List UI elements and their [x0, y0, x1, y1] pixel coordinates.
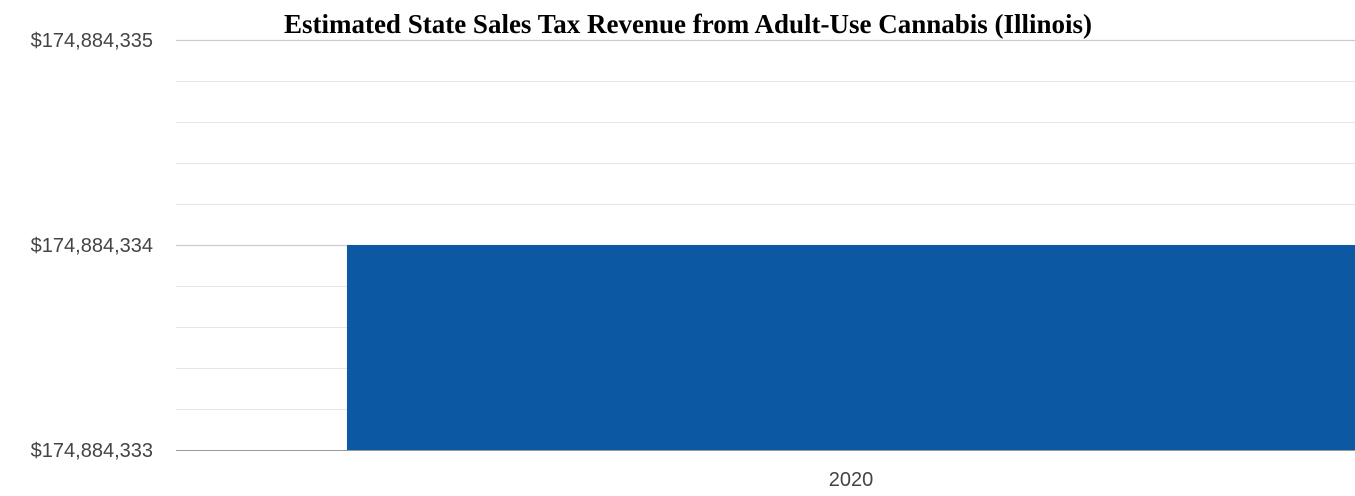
bar [346, 245, 1355, 450]
bars [346, 245, 1355, 450]
x-tick-label: 2020 [829, 469, 874, 491]
y-tick-label: $174,884,333 [31, 440, 153, 462]
x-axis-ticks: 2020 [829, 469, 874, 491]
y-tick-label: $174,884,335 [31, 30, 153, 52]
chart-title: Estimated State Sales Tax Revenue from A… [284, 9, 1092, 39]
y-axis-ticks: $174,884,333 $174,884,334 $174,884,335 [31, 30, 153, 462]
y-tick-label: $174,884,334 [31, 235, 153, 257]
